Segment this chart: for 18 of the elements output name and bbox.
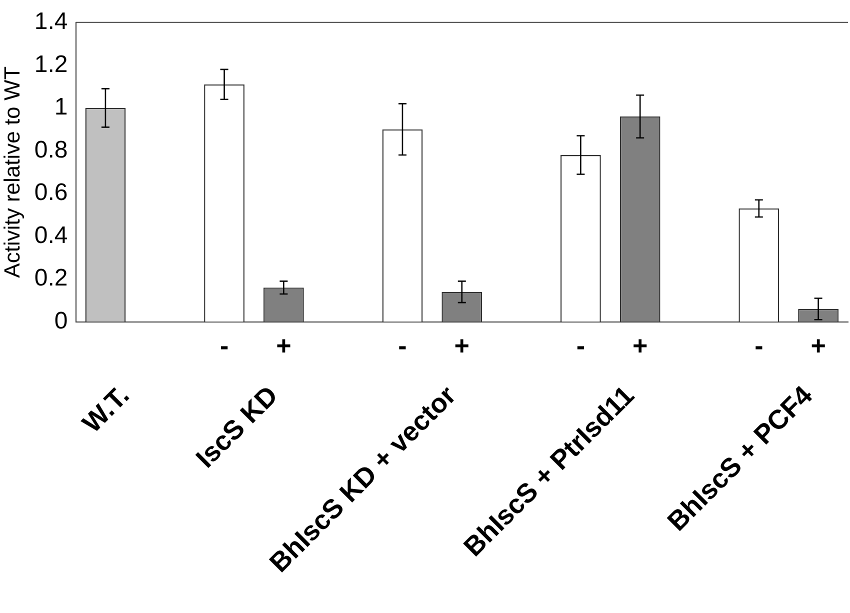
y-tick-label: 1.2 — [34, 50, 68, 78]
y-tick-label: 0.8 — [34, 136, 68, 164]
x-tick-label: + — [276, 330, 292, 361]
y-tick-label: 0 — [54, 307, 68, 334]
y-axis-title: Activity relative to WT — [0, 66, 24, 278]
x-tick-label: + — [454, 330, 470, 361]
y-tick-label: 0.6 — [34, 179, 68, 206]
y-tick-label: 0.2 — [34, 264, 68, 292]
x-tick-label: - — [576, 330, 586, 361]
x-tick-label: + — [810, 330, 826, 361]
x-tick-label: - — [754, 330, 764, 361]
y-tick-label: 0.4 — [34, 222, 68, 249]
x-tick-label: - — [220, 330, 229, 361]
y-tick-label: 1.4 — [34, 8, 68, 36]
y-tick-label: 1 — [54, 94, 68, 121]
text: W.T. — [76, 380, 135, 438]
x-tick-label: + — [632, 330, 648, 361]
x-tick-label: - — [398, 330, 407, 361]
